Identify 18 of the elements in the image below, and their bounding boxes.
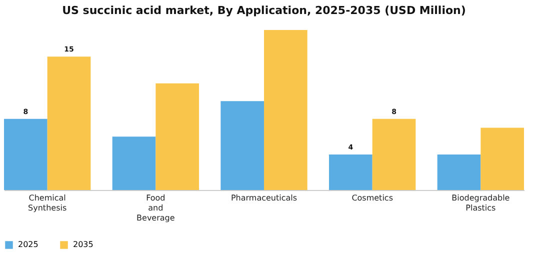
- chart-title: US succinic acid market, By Application, 2025-2035 (USD Million): [62, 4, 466, 17]
- bar: [480, 128, 524, 190]
- bar: [47, 56, 91, 190]
- bar: [437, 154, 481, 190]
- bar: [372, 118, 416, 190]
- x-tick-label: Pharmaceuticals: [230, 194, 298, 202]
- x-tick-label: Biodegradable Plastics: [452, 194, 510, 212]
- x-tick-label: Food and Beverage: [136, 194, 175, 222]
- x-tick-label: Chemical Synthesis: [28, 194, 67, 212]
- bar: [264, 30, 308, 190]
- x-tick-label: Cosmetics: [352, 194, 393, 202]
- bar: [156, 83, 199, 190]
- legend-label: 2025: [18, 240, 38, 249]
- bar: [220, 101, 264, 190]
- bar: [329, 154, 372, 190]
- bar: [4, 118, 48, 190]
- bar: [112, 136, 156, 190]
- legend-label: 2035: [73, 240, 94, 249]
